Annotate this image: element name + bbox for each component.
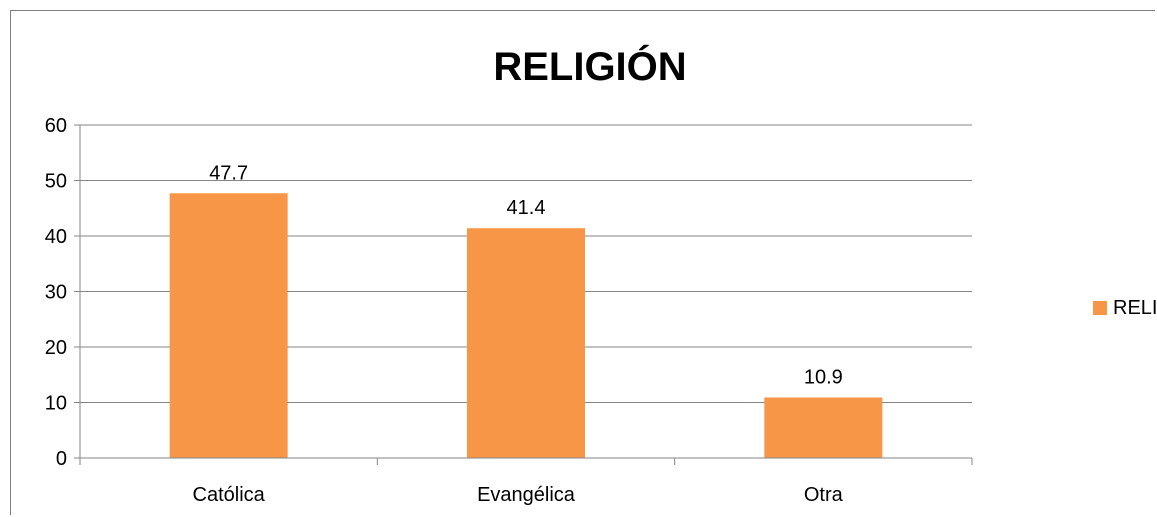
y-tick-label: 20	[45, 337, 67, 359]
legend-swatch	[1093, 301, 1107, 315]
y-tick-label: 50	[45, 171, 67, 193]
data-label: 10.9	[804, 367, 843, 389]
data-label: 41.4	[507, 197, 546, 219]
x-tick-label: Católica	[193, 484, 266, 506]
y-tick-label: 60	[45, 115, 67, 137]
y-tick-label: 40	[45, 226, 67, 248]
x-tick-label: Otra	[804, 484, 844, 506]
bar	[467, 228, 585, 458]
bar	[764, 397, 883, 458]
y-tick-label: 10	[45, 393, 67, 415]
bars	[169, 193, 883, 458]
bar	[169, 193, 288, 458]
data-label: 47.7	[209, 162, 248, 184]
y-tick-label: 0	[56, 448, 67, 470]
chart-title: RELIGIÓN	[493, 43, 686, 89]
y-tick-label: 30	[45, 282, 67, 304]
data-labels: 47.7 41.4 10.9	[209, 162, 843, 388]
legend: RELIGIÓN	[1093, 296, 1157, 319]
legend-label: RELIGIÓN	[1113, 296, 1157, 319]
axes: 0 10 20 30 40 50 60 Católica Evangélica Otra	[45, 115, 973, 506]
x-tick-label: Evangélica	[477, 484, 576, 506]
